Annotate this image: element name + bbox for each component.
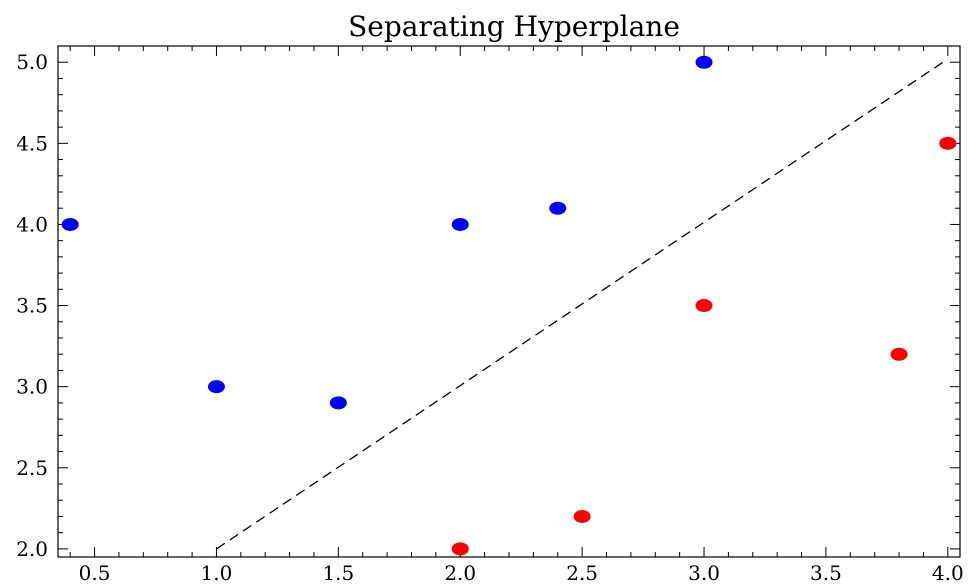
y-tick-label: 2.5 — [16, 456, 48, 480]
x-tick-label: 4.0 — [932, 561, 964, 585]
blue-point — [451, 217, 469, 231]
x-tick-label: 0.5 — [79, 561, 111, 585]
x-axis: 0.5 1.0 1.5 2.0 2.5 3.0 3.5 4.0 — [69, 46, 964, 585]
plot-frame — [57, 45, 961, 558]
red-point — [573, 509, 591, 523]
y-tick-label: 3.0 — [16, 375, 48, 399]
y-tick-label: 2.0 — [16, 537, 48, 561]
red-point — [451, 542, 469, 556]
y-tick-label: 4.5 — [16, 131, 48, 155]
red-point — [939, 136, 957, 150]
y-tick-label: 3.5 — [16, 294, 48, 318]
separating-hyperplane-line — [216, 58, 949, 550]
x-tick-label: 1.5 — [322, 561, 354, 585]
blue-point — [329, 396, 347, 410]
blue-point — [695, 55, 713, 69]
red-point — [695, 299, 713, 313]
blue-point — [207, 380, 225, 394]
y-tick-label: 5.0 — [16, 50, 48, 74]
y-axis: 2.0 2.5 3.0 3.5 4.0 4.5 5.0 — [16, 50, 960, 561]
blue-point — [61, 217, 79, 231]
x-tick-label: 1.0 — [201, 561, 233, 585]
x-tick-label: 2.0 — [444, 561, 476, 585]
blue-point — [549, 201, 567, 215]
x-tick-label: 3.0 — [688, 561, 720, 585]
points-layer — [61, 55, 957, 556]
y-tick-label: 4.0 — [16, 212, 48, 236]
separator-layer — [216, 58, 949, 550]
x-tick-label: 3.5 — [810, 561, 842, 585]
x-tick-label: 2.5 — [566, 561, 598, 585]
chart-title: Separating Hyperplane — [348, 10, 680, 43]
red-point — [890, 347, 908, 361]
